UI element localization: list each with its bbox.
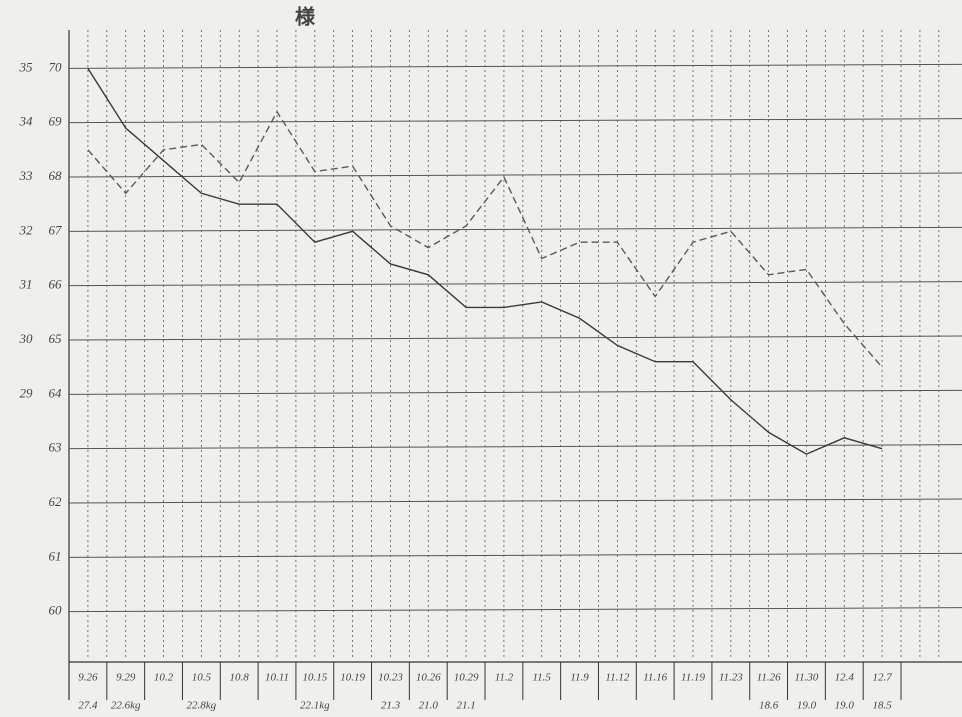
x-tick-label: 9.29 [116, 672, 136, 684]
grid-line [68, 389, 962, 395]
note-label: 18.6 [759, 700, 779, 712]
x-tick-label: 12.4 [835, 672, 855, 684]
x-tick-label: 10.26 [416, 672, 441, 684]
grid-line [68, 444, 962, 450]
note-label: 19.0 [797, 700, 817, 712]
x-tick-label: 11.30 [794, 672, 818, 684]
y-tick-label: 61 [49, 548, 62, 563]
grid-line [68, 281, 962, 287]
x-tick-label: 10.2 [154, 672, 174, 684]
note-label: 21.3 [381, 700, 401, 712]
x-tick-label: 10.8 [230, 672, 250, 684]
grid-line [68, 498, 962, 504]
x-tick-label: 10.11 [265, 672, 289, 684]
y2-tick-label: 35 [19, 59, 34, 74]
series-line [87, 67, 883, 455]
x-tick-label: 11.12 [605, 672, 629, 684]
y2-tick-label: 32 [19, 222, 34, 237]
y2-tick-label: 29 [20, 385, 34, 400]
note-label: 27.4 [78, 700, 98, 712]
x-tick-label: 11.9 [570, 672, 589, 684]
x-tick-label: 11.26 [757, 672, 781, 684]
x-tick-label: 10.15 [302, 672, 327, 684]
y-tick-label: 64 [49, 385, 63, 400]
grid-line [68, 118, 962, 124]
x-tick-label: 11.5 [533, 672, 552, 684]
note-label: 21.0 [419, 700, 439, 712]
y-tick-label: 70 [49, 59, 63, 74]
x-tick-label: 12.7 [872, 672, 892, 684]
x-tick-label: 9.26 [78, 672, 98, 684]
note-label: 22.1kg [300, 700, 330, 712]
x-tick-label: 11.16 [643, 672, 667, 684]
y-tick-label: 60 [49, 603, 63, 618]
note-label: 22.6kg [111, 700, 141, 712]
x-tick-label: 11.2 [495, 672, 514, 684]
y2-tick-label: 34 [19, 114, 34, 129]
note-label: 19.0 [835, 700, 855, 712]
grid-line [68, 226, 962, 232]
chart-title: 様 [295, 5, 316, 29]
y2-tick-label: 30 [19, 331, 34, 346]
grid-line [68, 335, 962, 341]
grid-line [68, 63, 962, 69]
note-label: 18.5 [872, 700, 892, 712]
y2-tick-label: 31 [19, 277, 33, 292]
y-tick-label: 63 [49, 440, 63, 455]
x-tick-label: 10.29 [454, 672, 479, 684]
note-label: 21.1 [456, 700, 475, 712]
y2-tick-label: 33 [19, 168, 34, 183]
grid-line [68, 552, 962, 558]
x-tick-label: 11.23 [719, 672, 743, 684]
grid-line [68, 607, 962, 613]
y-tick-label: 62 [49, 494, 63, 509]
x-tick-label: 10.23 [378, 672, 403, 684]
note-label: 22.8kg [187, 700, 217, 712]
x-tick-label: 10.5 [192, 672, 212, 684]
y-tick-label: 65 [49, 331, 63, 346]
y-tick-label: 69 [49, 114, 63, 129]
y-tick-label: 66 [49, 277, 63, 292]
grid-line [68, 172, 962, 178]
x-tick-label: 10.19 [340, 672, 365, 684]
series-line [87, 110, 883, 368]
y-tick-label: 67 [49, 222, 63, 237]
y-tick-label: 68 [49, 168, 63, 183]
x-tick-label: 11.19 [681, 672, 705, 684]
